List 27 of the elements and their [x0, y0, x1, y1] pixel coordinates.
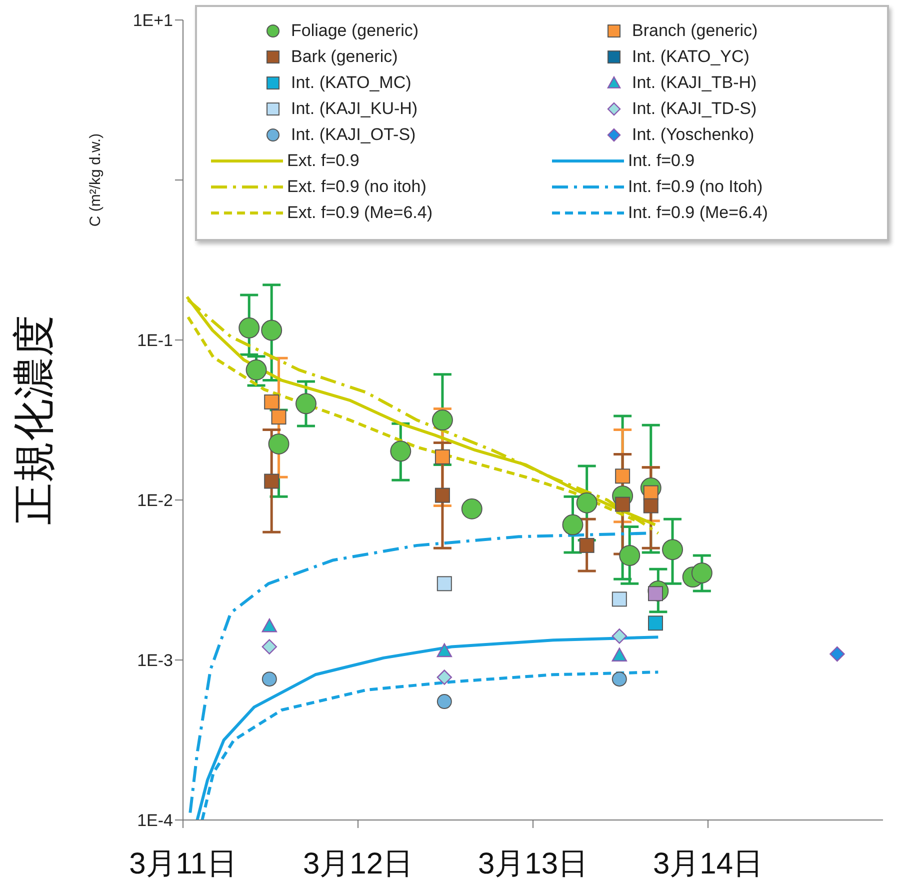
legend-label: Bark (generic) — [291, 47, 398, 67]
legend-label: Ext. f=0.9 (no itoh) — [287, 177, 426, 197]
y-tick-label: 1E-4 — [137, 811, 173, 830]
legend-label: Int. f=0.9 (Me=6.4) — [628, 203, 768, 223]
legend-label: Int. f=0.9 (no Itoh) — [628, 177, 763, 197]
legend-label: Int. (KAJI_OT-S) — [291, 125, 416, 145]
legend-label: Int. (Yoschenko) — [632, 125, 754, 145]
y-tick-label: 1E+1 — [132, 11, 173, 30]
x-tick-label: 3月14日 — [652, 847, 764, 880]
legend-label: Ext. f=0.9 — [287, 151, 360, 171]
x-tick-label: 3月12日 — [302, 847, 414, 880]
legend-label: Int. (KAJI_TB-H) — [632, 73, 757, 93]
legend-label: Branch (generic) — [632, 21, 758, 41]
legend-label: Int. (KAJI_TD-S) — [632, 99, 757, 119]
legend-label: Foliage (generic) — [291, 21, 419, 41]
legend-label: Int. f=0.9 — [628, 151, 695, 171]
legend-label: Ext. f=0.9 (Me=6.4) — [287, 203, 433, 223]
legend-label: Int. (KATO_MC) — [291, 73, 412, 93]
y-axis-title: 正規化濃度 — [10, 315, 57, 525]
y-tick-label: 1E-2 — [137, 491, 173, 510]
y-tick-label: 1E-1 — [137, 331, 173, 350]
y-tick-label: 1E-3 — [137, 651, 173, 670]
legend-label: Int. (KAJI_KU-H) — [291, 99, 418, 119]
legend-label: Int. (KATO_YC) — [632, 47, 750, 67]
text: C (m²/kg d.w.) — [87, 133, 104, 227]
x-tick-label: 3月13日 — [478, 847, 588, 880]
x-tick-label: 3月11日 — [129, 847, 237, 880]
